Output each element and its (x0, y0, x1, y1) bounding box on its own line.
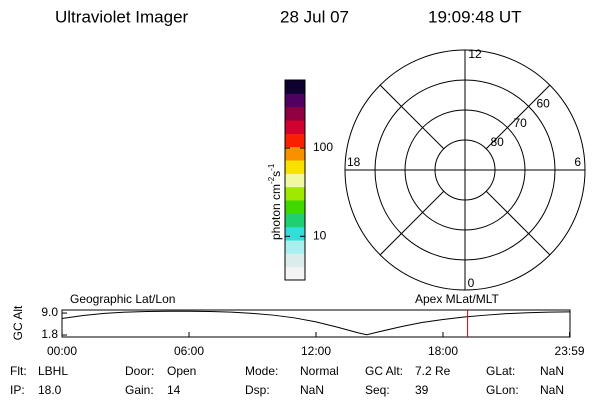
time: 19:09:48 UT (428, 7, 522, 26)
info-label: Mode: (245, 364, 278, 378)
x-tick-label: 18:00 (428, 344, 458, 358)
altitude-line (61, 310, 570, 336)
colorbar-frame (284, 79, 306, 281)
info-label: Gain: (125, 383, 154, 397)
colorbar-segment (285, 146, 305, 161)
lat-label: 70 (513, 116, 527, 130)
info-value: 18.0 (38, 383, 62, 397)
info-value: 39 (415, 383, 429, 397)
colorbar-segment (285, 160, 305, 174)
colorbar-segment (285, 106, 305, 121)
colorbar-segment (285, 173, 305, 188)
colorbar-segment (285, 266, 305, 281)
info-value: LBHL (38, 364, 68, 378)
strip-left-label: Geographic Lat/Lon (70, 292, 175, 306)
info-label: Flt: (10, 364, 27, 378)
info-label: Dsp: (245, 383, 270, 397)
mlt-label: 0 (468, 276, 475, 290)
colorbar-segment (285, 253, 305, 268)
info-label: IP: (10, 383, 25, 397)
info-value: NaN (540, 364, 564, 378)
info-value: Open (167, 364, 196, 378)
colorbar-label: photon cm-2s-1 (267, 163, 283, 240)
mlt-label: 12 (468, 47, 482, 61)
info-label: Seq: (365, 383, 390, 397)
colorbar-segment (285, 186, 305, 201)
x-tick-label: 23:59 (555, 344, 585, 358)
unit: photon cm (269, 184, 283, 240)
lat-label: 80 (490, 135, 504, 149)
y-tick-label: 9.0 (41, 305, 58, 319)
unit-exp: -1 (267, 163, 276, 171)
mlt-label: 18 (347, 155, 361, 169)
date: 28 Jul 07 (280, 7, 349, 26)
colorbar-segment (285, 80, 305, 94)
unit: s (269, 171, 283, 177)
info-value: Normal (300, 364, 339, 378)
strip-ylabel: GC Alt (11, 305, 25, 340)
colorbar-segment (285, 240, 305, 254)
x-tick-label: 06:00 (174, 344, 204, 358)
info-value: NaN (300, 383, 324, 397)
colorbar-tick-label: 100 (313, 140, 333, 154)
mlt-label: 6 (574, 155, 581, 169)
colorbar-segment (285, 120, 305, 134)
lat-label: 60 (536, 97, 550, 111)
meridian (485, 84, 551, 150)
info-label: Door: (125, 364, 154, 378)
info-value: 14 (167, 383, 181, 397)
colorbar-segment (285, 213, 305, 228)
colorbar-segment (285, 226, 305, 241)
x-tick-label: 12:00 (301, 344, 331, 358)
meridian (379, 190, 445, 256)
meridian (485, 190, 551, 256)
info-label: GLon: (486, 383, 519, 397)
colorbar-segment (285, 200, 305, 214)
info-label: GLat: (486, 364, 515, 378)
meridian (379, 84, 445, 150)
unit-exp: -2 (267, 176, 276, 184)
colorbar-tick-label: 10 (313, 228, 327, 242)
info-value: NaN (540, 383, 564, 397)
strip-right-label: Apex MLat/MLT (415, 292, 499, 306)
x-tick-label: 00:00 (47, 344, 77, 358)
instrument: Ultraviolet Imager (55, 7, 189, 26)
info-label: GC Alt: (365, 364, 403, 378)
info-value: 7.2 Re (415, 364, 451, 378)
colorbar-segment (285, 93, 305, 108)
y-tick-label: 1.8 (41, 327, 58, 341)
colorbar-segment (285, 133, 305, 148)
